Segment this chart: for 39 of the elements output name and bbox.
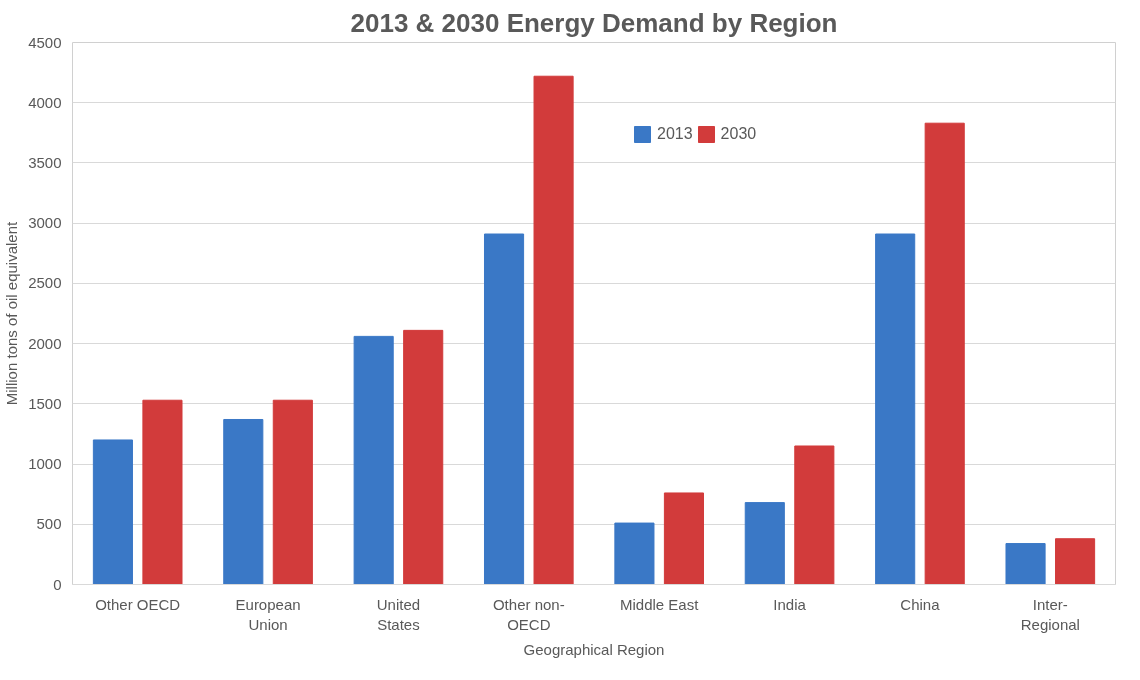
- x-tick-label: United States: [376, 595, 421, 633]
- bar: [744, 502, 785, 585]
- y-axis-title: Million tons of oil equivalent: [3, 220, 21, 406]
- x-tick-label: Middle East: [620, 595, 700, 613]
- y-tick-label: 3000: [28, 214, 62, 232]
- chart-title: 2013 & 2030 Energy Demand by Region: [350, 7, 838, 38]
- y-tick-label: 500: [36, 515, 62, 533]
- x-tick-label: India: [773, 595, 807, 613]
- bar: [663, 492, 705, 585]
- bar: [924, 122, 965, 585]
- bar: [1005, 543, 1046, 585]
- x-tick-label: Other non-OECD: [492, 595, 565, 633]
- y-tick-label: 2000: [28, 334, 62, 352]
- y-tick-label: 0: [53, 575, 62, 593]
- bar: [483, 233, 525, 585]
- legend-label: 2030: [720, 125, 757, 143]
- bar: [272, 399, 313, 585]
- x-tick-label: China: [900, 595, 941, 613]
- bar: [875, 233, 916, 585]
- bar: [794, 445, 835, 585]
- y-tick-label: 2500: [28, 274, 62, 292]
- x-axis-title: Geographical Region: [523, 640, 665, 658]
- x-tick-label: Inter-Regional: [1020, 595, 1080, 633]
- y-tick-label: 1500: [28, 394, 62, 412]
- y-tick-label: 3500: [28, 153, 62, 171]
- y-tick-label: 4500: [28, 33, 62, 51]
- legend-label: 2013: [657, 125, 693, 143]
- y-tick-label: 4000: [28, 93, 62, 111]
- bar: [353, 335, 394, 585]
- x-tick-label: Other OECD: [95, 595, 181, 613]
- bar: [614, 522, 655, 585]
- bar: [403, 329, 444, 585]
- bar: [92, 439, 133, 585]
- bar: [533, 75, 574, 585]
- x-tick-label: European Union: [235, 595, 301, 633]
- bar: [223, 418, 264, 585]
- bar: [1055, 538, 1096, 585]
- bar: [142, 399, 183, 585]
- y-tick-label: 1000: [28, 455, 62, 473]
